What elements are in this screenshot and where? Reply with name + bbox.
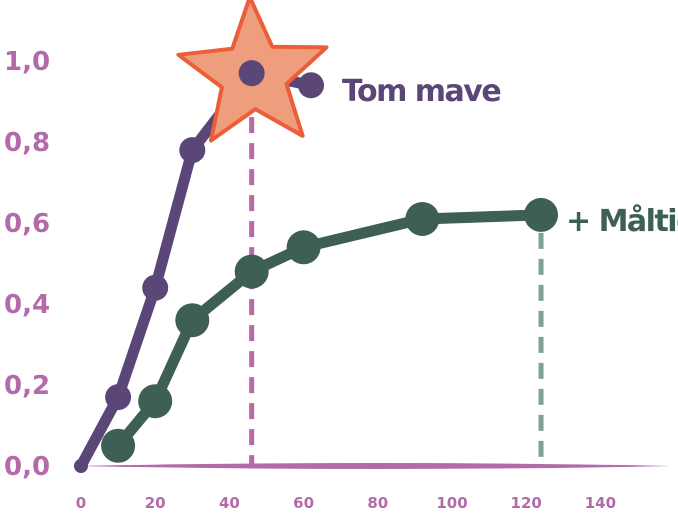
y-tick-label: 1,0 — [4, 47, 50, 77]
x-tick-label: 20 — [145, 494, 166, 512]
meal-data-point — [405, 201, 440, 236]
x-axis-line — [76, 463, 672, 469]
x-tick-labels: 0 20 40 60 80 100 120 140 — [76, 494, 616, 512]
x-tick-label: 80 — [367, 494, 388, 512]
y-tick-label: 0,0 — [4, 452, 50, 482]
fasting-data-point — [179, 137, 206, 164]
x-tick-label: 100 — [436, 494, 467, 512]
y-tick-labels: 0,0 0,2 0,4 0,6 0,8 1,0 — [4, 47, 50, 482]
meal-data-point — [101, 428, 136, 463]
meal-data-point — [234, 254, 269, 289]
x-tick-label: 60 — [293, 494, 314, 512]
meal-data-point — [524, 197, 559, 232]
series-labels: Tom mave + Måltid — [342, 74, 678, 239]
y-tick-label: 0,6 — [4, 209, 50, 239]
fasting-series-label: Tom mave — [342, 74, 500, 109]
guide-lines — [249, 91, 544, 464]
fasting-data-point — [74, 459, 88, 473]
fasting-data-point — [298, 72, 325, 99]
meal-data-point — [138, 384, 173, 419]
meal-series-label: + Måltid — [566, 203, 678, 239]
fasting-data-point — [142, 274, 169, 301]
x-tick-label: 0 — [76, 494, 86, 512]
x-tick-label: 40 — [219, 494, 240, 512]
y-tick-label: 0,4 — [4, 290, 50, 320]
x-tick-label: 140 — [585, 494, 616, 512]
fasting-data-point — [238, 60, 265, 87]
y-tick-label: 0,8 — [4, 128, 50, 158]
x-axis-band — [76, 463, 672, 469]
fasting-data-point — [105, 384, 132, 411]
meal-data-point — [175, 303, 210, 338]
meal-data-point — [286, 230, 321, 265]
y-tick-label: 0,2 — [4, 371, 50, 401]
data-points — [74, 60, 559, 473]
x-tick-label: 120 — [511, 494, 542, 512]
